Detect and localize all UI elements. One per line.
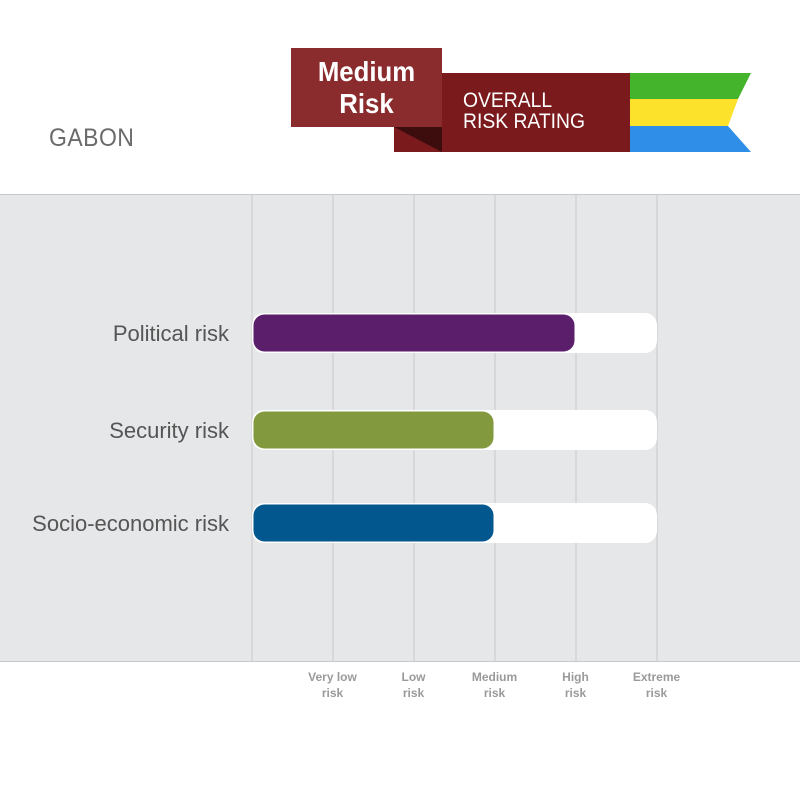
risk-level-badge: Medium Risk xyxy=(291,48,442,127)
bar xyxy=(253,314,575,352)
tick-label: Extreme risk xyxy=(633,670,681,700)
badge-line-2: Risk xyxy=(339,88,394,119)
tick-label: Medium risk xyxy=(472,670,517,700)
overall-label-line1: OVERALL xyxy=(463,89,553,112)
overall-risk-rating-label: OVERALL RISK RATING xyxy=(463,90,585,132)
country-name: GABON xyxy=(49,124,135,152)
bar-category-label: Socio-economic risk xyxy=(32,511,230,536)
badge-line-1: Medium xyxy=(317,56,416,87)
flag-stripe-green xyxy=(630,73,751,99)
bar-category-label: Political risk xyxy=(113,321,230,346)
flag-stripe-yellow xyxy=(630,99,738,126)
tick-label: Very low risk xyxy=(308,670,357,700)
gabon-flag-ribbon xyxy=(630,73,751,152)
tick-label: Low risk xyxy=(402,670,427,700)
banner-fold xyxy=(394,127,442,152)
tick-label: High risk xyxy=(562,670,589,700)
bar xyxy=(253,411,494,449)
flag-stripe-blue xyxy=(630,126,751,152)
overall-label-line2: RISK RATING xyxy=(463,110,586,133)
bar xyxy=(253,504,494,542)
bar-category-label: Security risk xyxy=(109,418,230,443)
